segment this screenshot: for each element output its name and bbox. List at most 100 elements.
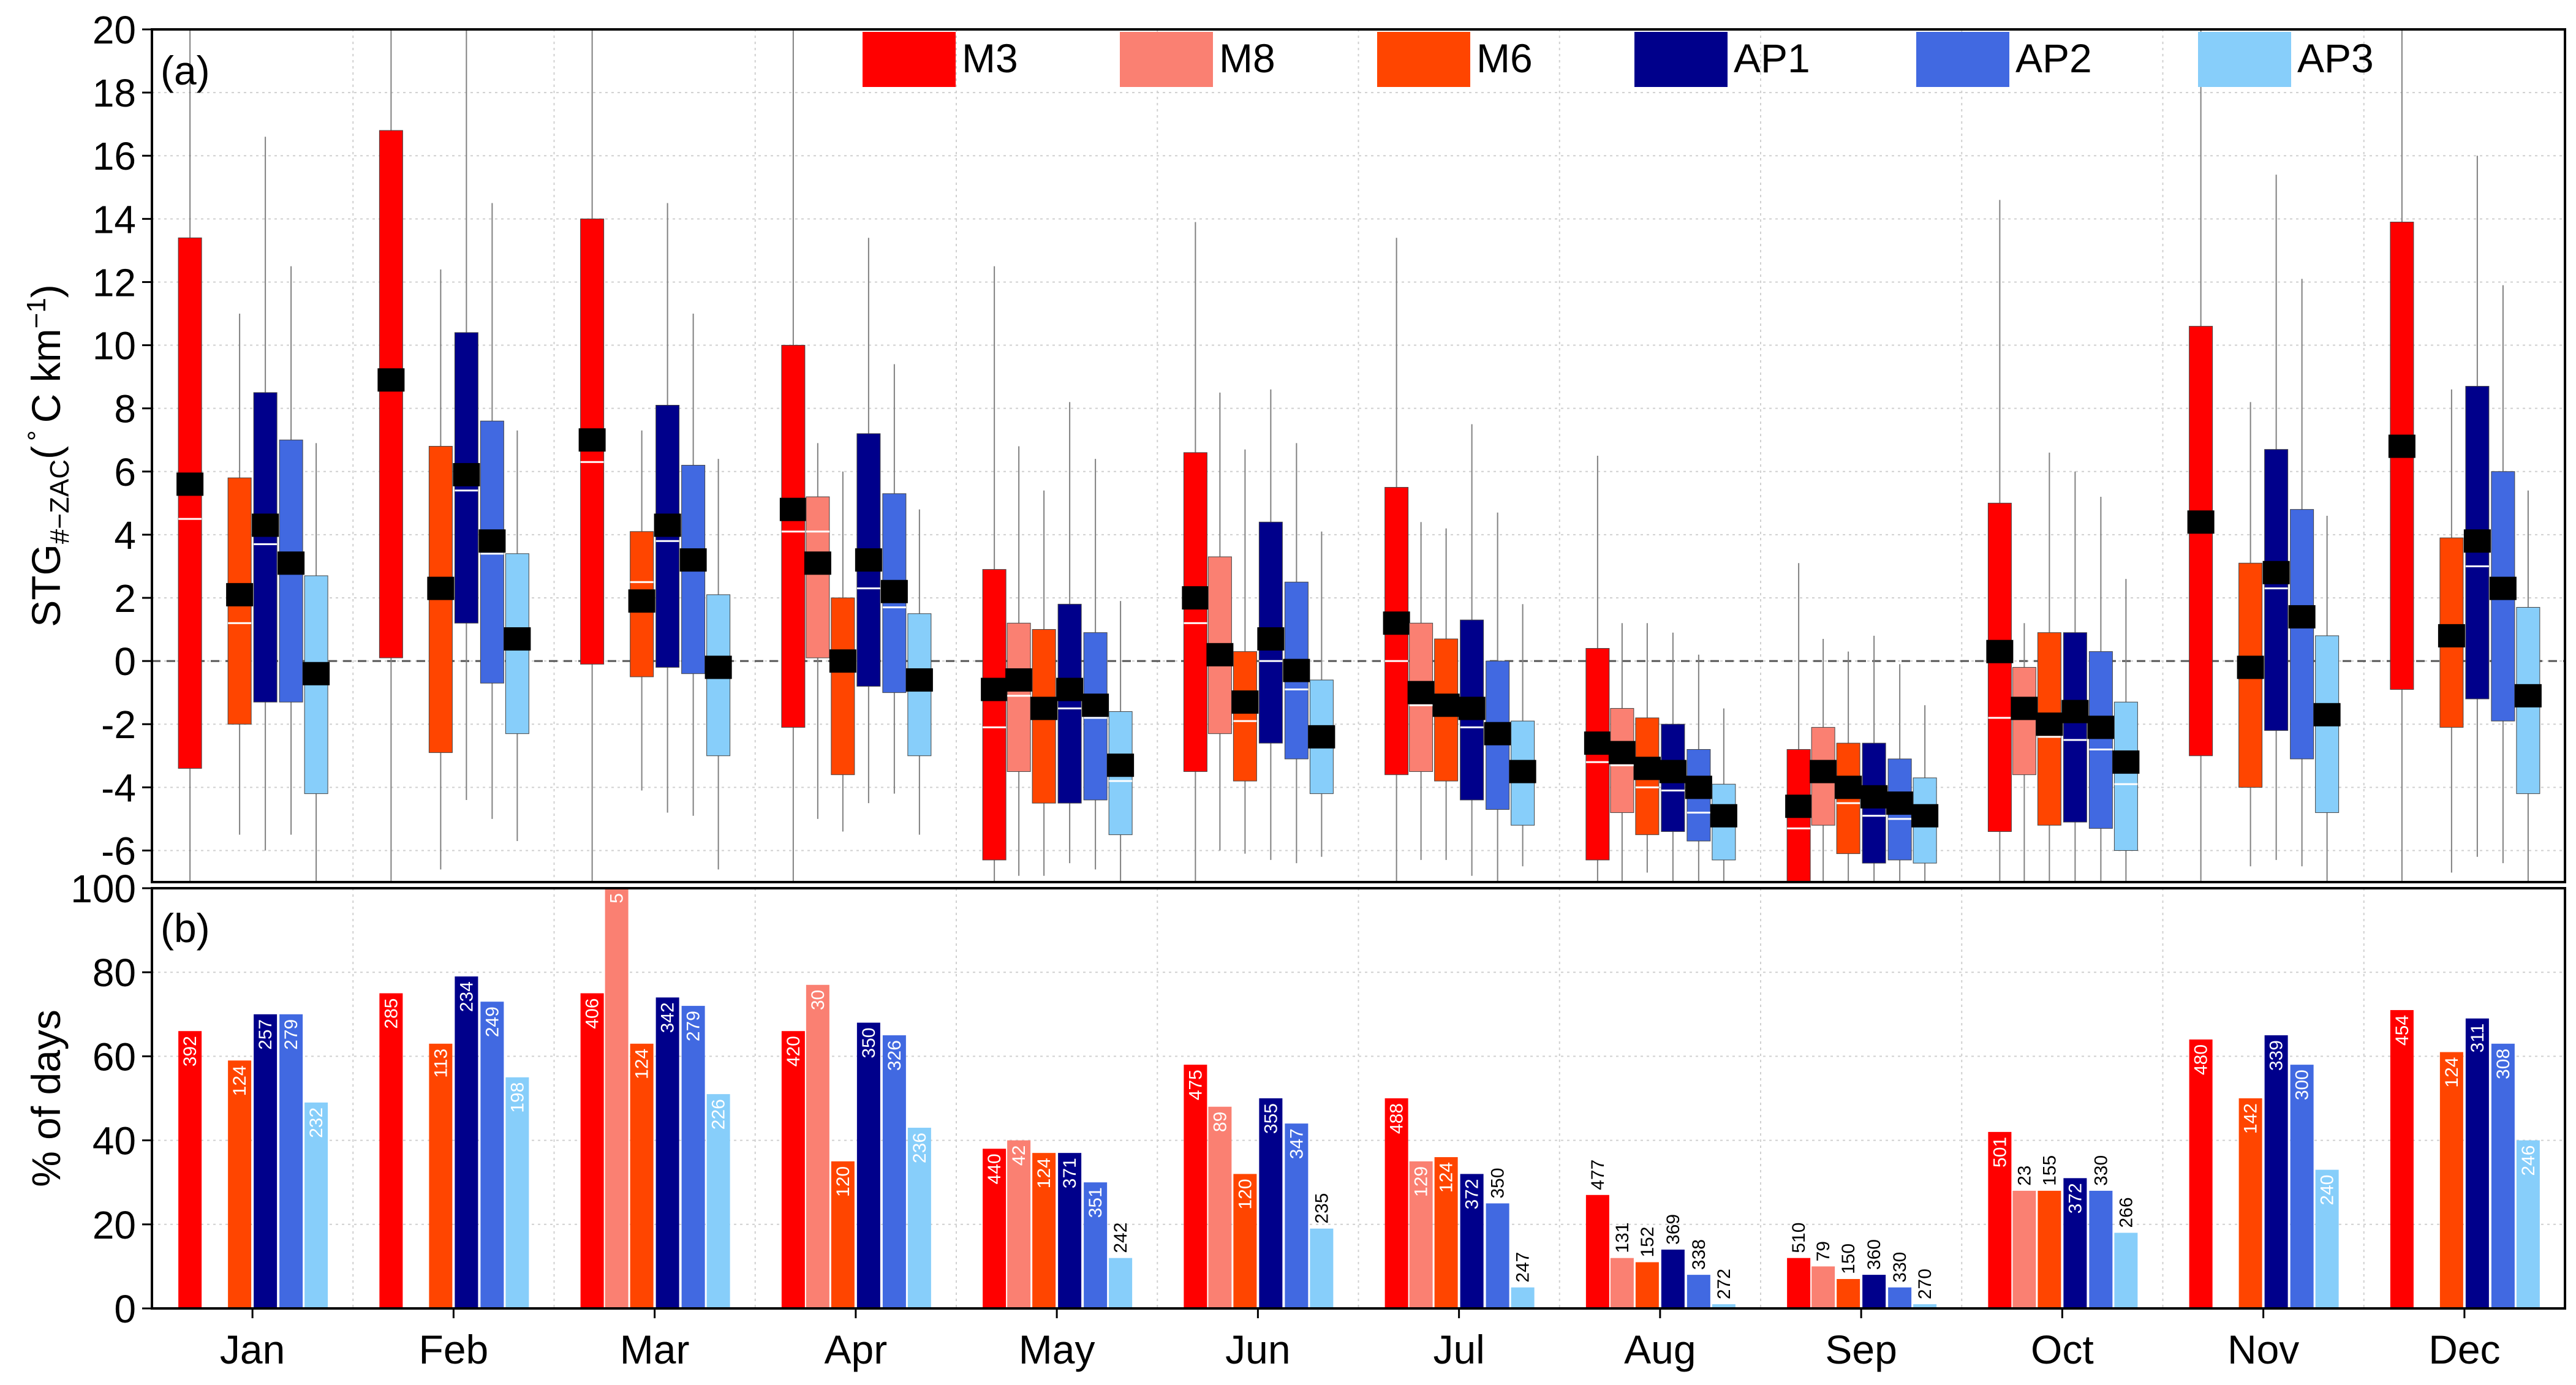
mean-marker bbox=[1231, 690, 1259, 714]
mean-marker bbox=[1283, 659, 1310, 682]
bar-count-label: 326 bbox=[885, 1040, 905, 1071]
bar-count-label: 124 bbox=[1437, 1162, 1457, 1193]
bar-count-label: 124 bbox=[2442, 1057, 2462, 1088]
bar-count-label: 279 bbox=[684, 1011, 704, 1041]
bar-count-label: 488 bbox=[1387, 1103, 1407, 1134]
bar-M8-Jun bbox=[1208, 1106, 1232, 1308]
box-AP1-Aug bbox=[1659, 632, 1686, 882]
mean-marker bbox=[2036, 712, 2063, 736]
bar-count-label: 454 bbox=[2392, 1015, 2412, 1046]
mean-marker bbox=[1810, 760, 1837, 783]
mean-marker bbox=[1659, 760, 1686, 783]
x-tick-label: Jul bbox=[1433, 1327, 1484, 1372]
y-label-main: STG bbox=[23, 544, 69, 627]
mean-marker bbox=[1911, 804, 1939, 828]
legend-label-AP2: AP2 bbox=[2015, 36, 2092, 81]
mean-marker bbox=[880, 579, 908, 603]
bar-M8-Oct bbox=[2012, 1190, 2036, 1308]
box-M6-Sep bbox=[1835, 651, 1862, 882]
bar-AP2-Oct bbox=[2089, 1190, 2113, 1308]
bar-M6-Jan bbox=[228, 1060, 252, 1308]
bar-count-label: 131 bbox=[1612, 1223, 1633, 1253]
box-AP3-Oct bbox=[2112, 579, 2140, 882]
bar-count-label: 372 bbox=[1462, 1179, 1483, 1209]
box-iqr bbox=[2063, 632, 2087, 823]
bar-AP1-Mar bbox=[655, 997, 679, 1308]
legend-swatch-M3 bbox=[863, 32, 956, 87]
bar-count-label: 311 bbox=[2468, 1024, 2488, 1053]
mean-marker bbox=[303, 662, 330, 685]
bar-count-label: 371 bbox=[1060, 1158, 1080, 1188]
bar-count-label: 510 bbox=[1789, 1223, 1809, 1253]
y-tick-label: 2 bbox=[114, 576, 136, 621]
legend-swatch-AP3 bbox=[2198, 32, 2291, 87]
bar-count-label: 124 bbox=[632, 1049, 652, 1079]
bar-count-label: 142 bbox=[2241, 1103, 2261, 1134]
box-M6-Apr bbox=[829, 471, 856, 832]
bar-M3-Dec bbox=[2390, 1010, 2414, 1308]
mean-marker bbox=[829, 649, 856, 673]
box-M8-Oct bbox=[2011, 623, 2038, 882]
bar-count-label: 342 bbox=[658, 1002, 678, 1033]
mean-marker bbox=[804, 551, 831, 575]
box-iqr bbox=[2113, 701, 2138, 851]
mean-marker bbox=[1407, 681, 1435, 704]
box-iqr bbox=[781, 345, 806, 728]
bar-count-label: 372 bbox=[2065, 1183, 2085, 1213]
bar-M8-Mar bbox=[605, 888, 629, 1308]
box-iqr bbox=[2290, 509, 2314, 760]
bar-M3-Sep bbox=[1787, 1258, 1811, 1308]
bar-count-label: 440 bbox=[984, 1153, 1005, 1184]
box-M6-Oct bbox=[2036, 452, 2063, 882]
box-AP1-Sep bbox=[1860, 635, 1888, 882]
mean-marker bbox=[2313, 703, 2341, 726]
bar-M6-Apr bbox=[831, 1161, 855, 1308]
mean-marker bbox=[2011, 696, 2038, 720]
y-label-close-paren: ) bbox=[23, 284, 69, 298]
box-M8-Jul bbox=[1407, 522, 1435, 860]
bar-count-label: 308 bbox=[2493, 1049, 2514, 1079]
bar-M8-Aug bbox=[1610, 1258, 1634, 1308]
bar-AP1-Nov bbox=[2264, 1035, 2288, 1308]
mean-marker bbox=[377, 368, 405, 392]
y-tick-label: 100 bbox=[70, 867, 136, 911]
bar-AP1-Sep bbox=[1862, 1275, 1886, 1308]
mean-marker bbox=[2237, 655, 2264, 679]
box-M3-Oct bbox=[1986, 200, 2014, 882]
bar-count-label: 198 bbox=[507, 1082, 527, 1113]
box-AP3-Sep bbox=[1911, 705, 1939, 882]
y-tick-label: 20 bbox=[93, 1203, 136, 1247]
panel-b-label: (b) bbox=[161, 905, 210, 951]
legend-swatch-M8 bbox=[1120, 32, 1213, 87]
box-M6-May bbox=[1030, 490, 1058, 876]
legend-label-M6: M6 bbox=[1476, 36, 1533, 81]
box-AP3-May bbox=[1107, 601, 1135, 882]
y-label-open-paren: ( bbox=[23, 446, 69, 459]
box-AP2-Jan bbox=[278, 266, 305, 835]
bar-AP3-May bbox=[1109, 1258, 1133, 1308]
box-M8-May bbox=[1005, 446, 1033, 876]
bar-AP1-Jul bbox=[1460, 1174, 1484, 1308]
bar-count-label: 369 bbox=[1663, 1214, 1683, 1245]
bar-M8-Sep bbox=[1811, 1266, 1835, 1308]
box-AP3-Dec bbox=[2514, 490, 2542, 882]
mean-marker bbox=[704, 655, 732, 679]
bar-count-label: 475 bbox=[1185, 1070, 1206, 1100]
box-M3-Jul bbox=[1383, 238, 1410, 882]
box-iqr bbox=[1057, 603, 1082, 804]
mean-marker bbox=[855, 548, 882, 572]
y-tick-label: 6 bbox=[114, 450, 136, 494]
bar-M6-Jun bbox=[1233, 1174, 1257, 1308]
panel-a-boxplot: -6 -4 -2 0 2 4 6 8 10 12 14 16 18 20 (a) STG#−ZAC(° C … bbox=[21, 8, 2566, 883]
mean-marker bbox=[2288, 605, 2316, 628]
box-AP3-Nov bbox=[2313, 515, 2341, 882]
bar-AP1-Feb bbox=[455, 976, 478, 1308]
bar-M3-Aug bbox=[1585, 1194, 1609, 1308]
mean-marker bbox=[478, 529, 506, 553]
y-tick-label: 12 bbox=[93, 260, 136, 304]
mean-marker bbox=[1509, 760, 1536, 783]
mean-marker bbox=[2388, 434, 2415, 458]
mean-marker bbox=[1308, 725, 1335, 749]
x-tick-label: Nov bbox=[2227, 1327, 2299, 1372]
